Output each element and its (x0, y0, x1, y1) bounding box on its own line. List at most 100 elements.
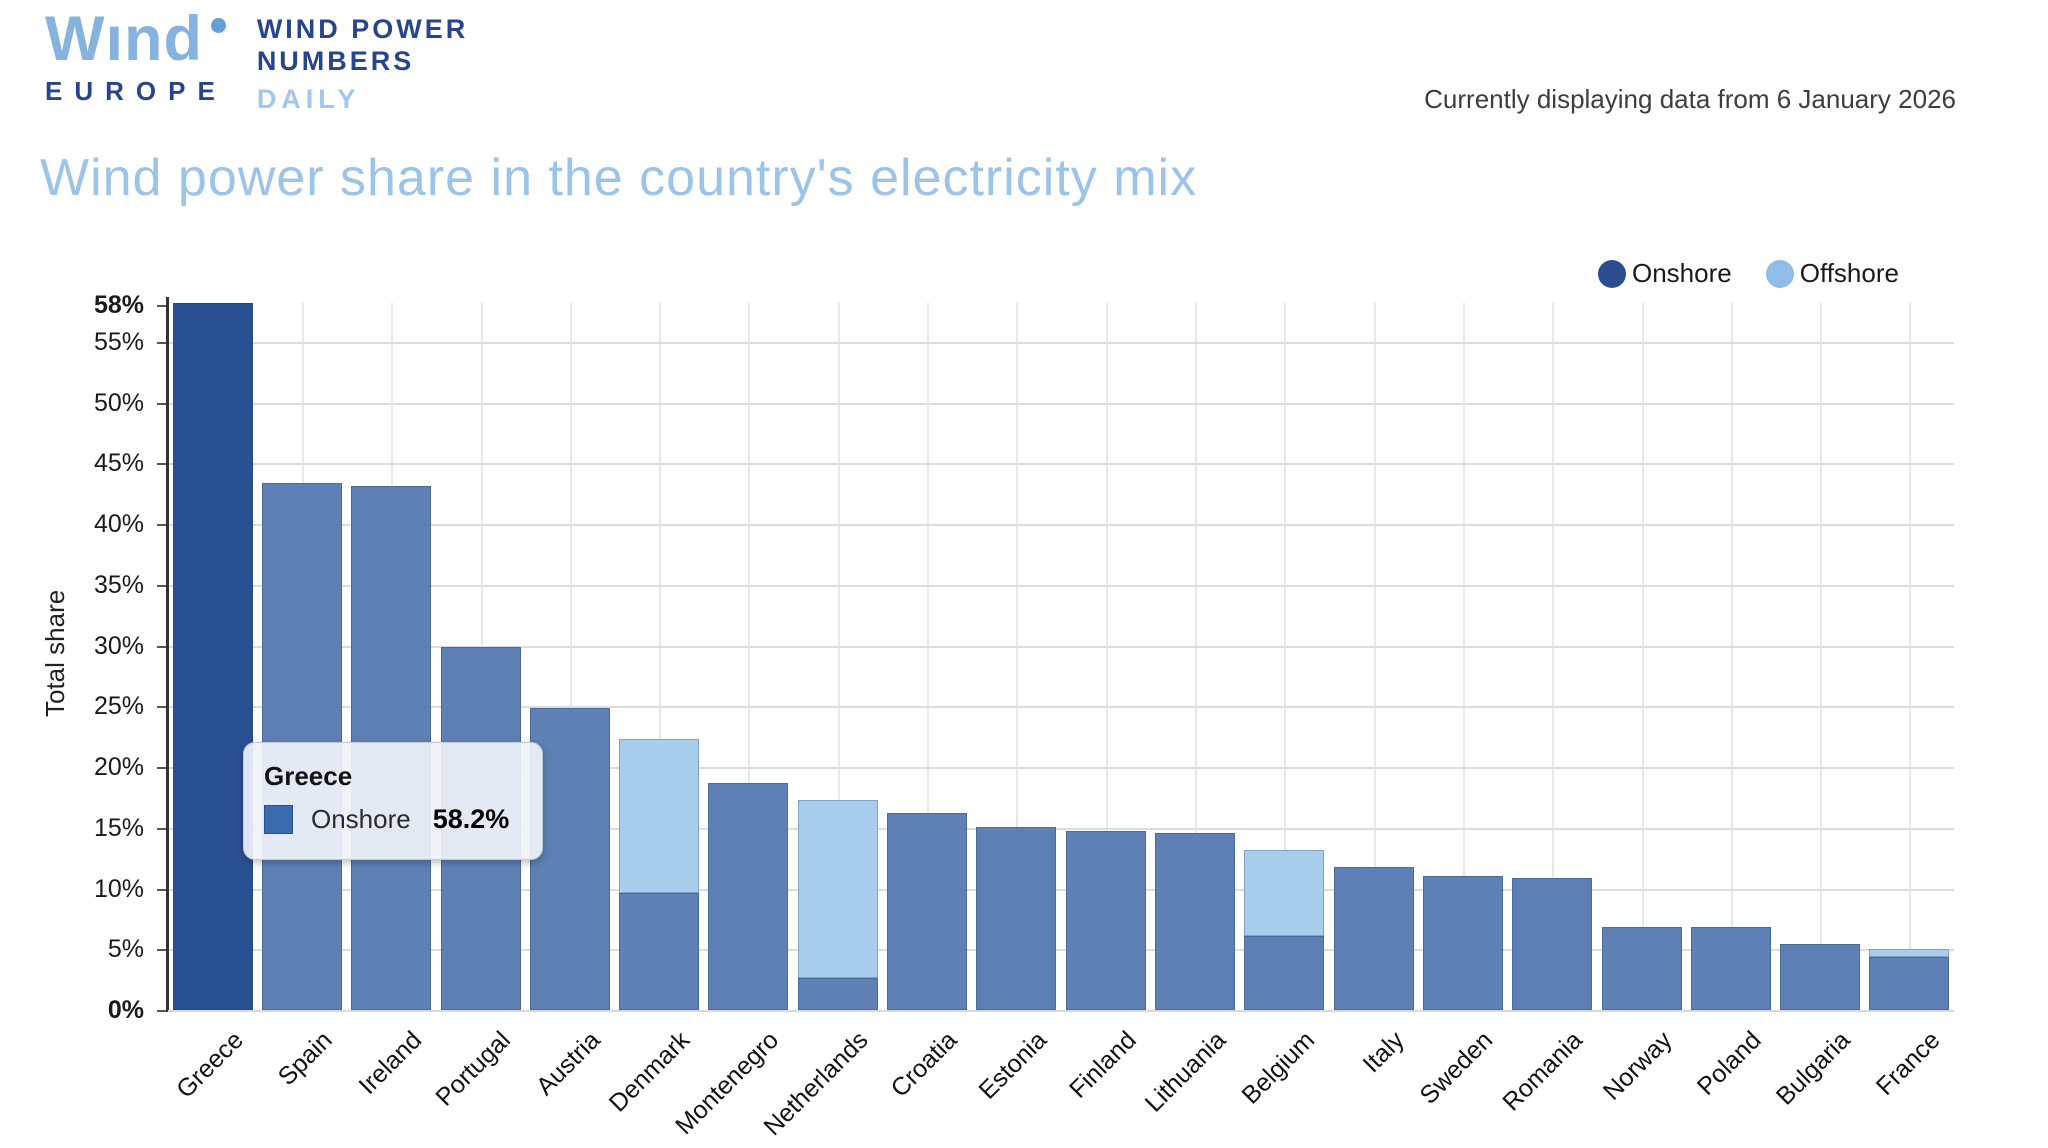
logo-line-wind-power: WIND POWER (256, 14, 469, 44)
logo-dot-icon (210, 18, 226, 33)
bar-finland-onshore[interactable] (1065, 831, 1146, 1010)
y-axis-tick (157, 645, 166, 648)
bar-belgium-onshore[interactable] (1244, 935, 1325, 1010)
gridline-horizontal (168, 341, 1954, 344)
bar-estonia-onshore[interactable] (976, 826, 1057, 1010)
gridline-vertical (837, 303, 840, 1010)
logo-brand-text: Wınd (45, 4, 203, 74)
y-axis-line (166, 297, 169, 1012)
x-label-croatia: Croatia (886, 1026, 963, 1103)
x-label-lithuania: Lithuania (1139, 1026, 1231, 1118)
chart-legend: Onshore Offshore (1598, 258, 1899, 289)
gridline-horizontal (168, 645, 1954, 648)
x-label-romania: Romania (1497, 1026, 1588, 1117)
x-label-spain: Spain (272, 1026, 338, 1092)
gridline-vertical (1730, 303, 1733, 1010)
gridline-vertical (1373, 303, 1376, 1010)
y-tick-label: 25% (93, 692, 144, 721)
y-tick-label: 10% (93, 874, 144, 903)
bar-netherlands-offshore[interactable] (797, 799, 878, 979)
bar-norway-onshore[interactable] (1601, 927, 1682, 1010)
logo-europe-text: EUROPE (45, 75, 227, 106)
bar-greece-onshore[interactable] (172, 303, 253, 1010)
y-tick-label: 5% (107, 935, 144, 964)
x-label-bulgaria: Bulgaria (1771, 1026, 1856, 1111)
legend-item-onshore[interactable]: Onshore (1598, 258, 1732, 289)
y-tick-label: 15% (93, 813, 144, 842)
bar-montenegro-onshore[interactable] (708, 782, 789, 1010)
y-axis-tick (157, 767, 166, 769)
y-axis-tick (157, 949, 166, 952)
gridline-vertical (1016, 303, 1019, 1010)
gridline-horizontal (168, 584, 1954, 587)
y-tick-label: 0% (107, 996, 144, 1024)
x-label-finland: Finland (1063, 1026, 1142, 1104)
gridline-vertical (927, 303, 929, 1010)
gridline-vertical (1641, 303, 1644, 1010)
logo-line-numbers: NUMBERS (256, 45, 415, 76)
bar-croatia-onshore[interactable] (887, 813, 967, 1010)
gridline-horizontal (168, 706, 1954, 709)
y-axis-tick (157, 524, 166, 527)
gridline-vertical (1462, 303, 1465, 1010)
bar-poland-onshore[interactable] (1690, 927, 1771, 1010)
legend-item-offshore[interactable]: Offshore (1765, 258, 1899, 289)
gridline-vertical (1552, 303, 1555, 1010)
gridline-vertical (748, 303, 751, 1010)
bar-lithuania-onshore[interactable] (1155, 832, 1235, 1010)
tooltip-series-label: Onshore (311, 804, 411, 834)
bar-netherlands-onshore[interactable] (797, 978, 878, 1010)
tooltip-row: Onshore 58.2% (264, 804, 520, 835)
logo-line-daily: DAILY (256, 83, 361, 114)
bar-austria-onshore[interactable] (529, 707, 610, 1010)
legend-offshore-swatch-icon (1765, 259, 1794, 288)
y-axis-tick (157, 463, 166, 466)
bar-france-onshore[interactable] (1869, 956, 1950, 1010)
x-label-greece: Greece (170, 1026, 249, 1104)
y-axis-tick (157, 341, 166, 344)
logo-product-name: WIND POWER NUMBERS DAILY (257, 10, 469, 116)
x-label-ireland: Ireland (353, 1026, 428, 1100)
bar-romania-onshore[interactable] (1512, 877, 1593, 1010)
gridline-horizontal (168, 767, 1954, 769)
x-axis-baseline (168, 1010, 1954, 1012)
gridline-horizontal (168, 888, 1954, 891)
x-label-denmark: Denmark (603, 1026, 696, 1118)
gridline-horizontal (168, 949, 1954, 952)
y-tick-label: 30% (93, 631, 144, 660)
gridline-vertical (1195, 303, 1197, 1010)
bar-bulgaria-onshore[interactable] (1780, 944, 1860, 1010)
bar-sweden-onshore[interactable] (1422, 876, 1503, 1010)
legend-onshore-label: Onshore (1632, 258, 1732, 288)
bar-denmark-onshore[interactable] (619, 893, 700, 1010)
gridline-horizontal (168, 402, 1954, 405)
bar-belgium-offshore[interactable] (1244, 849, 1325, 936)
tooltip-country-name: Greece (264, 761, 353, 791)
x-label-austria: Austria (530, 1026, 606, 1101)
y-tick-label: 20% (93, 753, 144, 781)
windeurope-logo: Wınd EUROPE WIND POWER NUMBERS DAILY (45, 4, 469, 116)
legend-onshore-swatch-icon (1598, 259, 1626, 288)
y-axis-tick (157, 584, 166, 587)
bar-denmark-offshore[interactable] (619, 739, 700, 894)
x-label-sweden: Sweden (1414, 1026, 1499, 1110)
gridline-vertical (659, 303, 662, 1010)
gridline-vertical (1909, 303, 1912, 1010)
x-label-norway: Norway (1597, 1026, 1678, 1106)
y-axis-tick (157, 706, 166, 709)
x-label-portugal: Portugal (430, 1026, 517, 1112)
tooltip-value: 58.2% (432, 804, 510, 834)
y-axis-tick (157, 888, 166, 891)
y-tick-label: 58% (93, 291, 144, 320)
gridline-vertical (1284, 303, 1287, 1010)
y-tick-label: 40% (93, 510, 144, 539)
x-label-italy: Italy (1357, 1026, 1410, 1079)
y-axis-tick (157, 305, 166, 308)
x-label-france: France (1870, 1026, 1946, 1101)
gridline-vertical (569, 303, 572, 1010)
bar-france-offshore[interactable] (1869, 949, 1950, 957)
x-label-poland: Poland (1691, 1026, 1767, 1101)
y-tick-label: 35% (93, 570, 144, 599)
y-tick-label: 50% (93, 388, 144, 417)
bar-italy-onshore[interactable] (1333, 866, 1414, 1010)
